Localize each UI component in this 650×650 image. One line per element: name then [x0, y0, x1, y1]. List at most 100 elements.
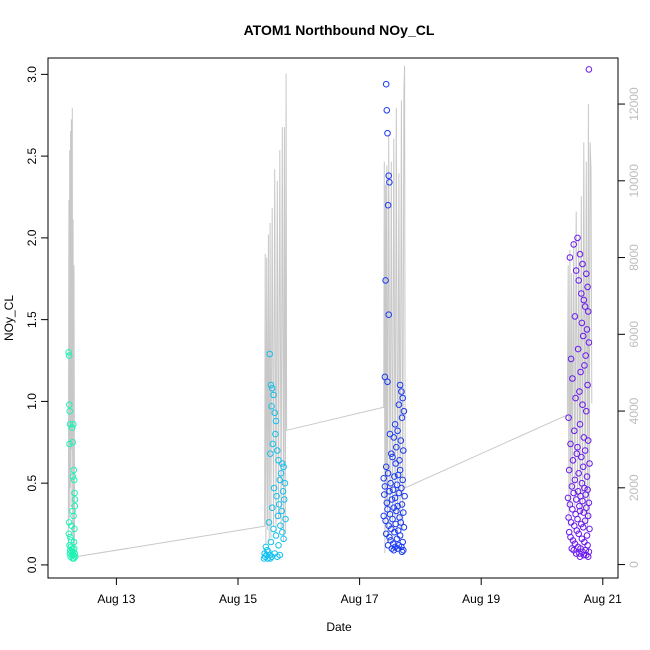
- data-point-flight4: [570, 489, 578, 497]
- y2-tick-label: 2000: [627, 474, 641, 501]
- data-point-flight1: [70, 512, 77, 520]
- data-point-flight3: [384, 201, 392, 209]
- data-point-flight4: [574, 345, 582, 353]
- data-point-flight3: [383, 107, 391, 114]
- data-point-flight4: [578, 319, 586, 327]
- data-point-flight4: [580, 509, 588, 516]
- data-point-flight4: [583, 473, 591, 480]
- data-point-flight4: [575, 277, 583, 284]
- data-point-flight4: [576, 507, 584, 515]
- y-tick-label: 1.0: [25, 393, 39, 410]
- data-point-flight1: [71, 496, 79, 503]
- data-point-flight4: [586, 525, 593, 533]
- x-tick-label: Aug 15: [219, 592, 257, 606]
- data-point-flight3: [397, 437, 405, 444]
- data-point-flight3: [396, 457, 403, 464]
- data-point-flight4: [583, 326, 591, 333]
- data-point-flight3: [398, 501, 406, 508]
- data-point-flight4: [584, 381, 591, 389]
- data-point-flight4: [584, 437, 592, 444]
- y-axis-label: NOy_CL: [2, 295, 16, 341]
- data-point-flight4: [576, 421, 584, 428]
- y2-tick-label: 0: [627, 561, 641, 568]
- data-point-flight3: [395, 401, 403, 409]
- data-point-flight4: [584, 283, 591, 291]
- data-point-flight4: [567, 355, 575, 363]
- y-tick-label: 0.5: [25, 474, 39, 491]
- data-point-flight2: [260, 555, 268, 562]
- y-tick-label: 2.5: [25, 147, 39, 164]
- data-point-flight4: [579, 463, 587, 471]
- data-point-flight3: [391, 528, 398, 536]
- data-point-flight2: [282, 515, 289, 523]
- data-point-flight3: [385, 311, 393, 319]
- y-tick-label: 3.0: [25, 66, 39, 83]
- data-point-flight1: [69, 473, 77, 480]
- data-point-flight1: [70, 466, 78, 474]
- data-point-flight2: [267, 381, 275, 389]
- data-point-flight2: [269, 440, 277, 448]
- data-point-flight2: [280, 535, 287, 543]
- data-point-flight4: [574, 234, 581, 242]
- data-point-flight2: [275, 542, 282, 549]
- data-point-flight3: [382, 530, 390, 538]
- data-point-flight3: [386, 430, 394, 438]
- y-tick-label: 1.5: [25, 311, 39, 328]
- data-point-flight2: [272, 430, 279, 438]
- data-point-flight4: [568, 545, 576, 552]
- data-point-flight4: [584, 512, 592, 520]
- data-point-flight4: [571, 313, 579, 320]
- data-point-flight3: [398, 414, 406, 422]
- data-point-flight3: [400, 509, 407, 516]
- data-point-flight3: [383, 499, 391, 507]
- data-point-flight3: [396, 381, 404, 389]
- data-point-flight1: [66, 407, 73, 415]
- data-point-flight4: [569, 506, 576, 513]
- data-point-flight4: [583, 407, 590, 415]
- data-point-flight3: [394, 545, 401, 552]
- data-point-flight3: [393, 481, 401, 489]
- data-point-flight3: [391, 473, 398, 480]
- data-point-flight3: [382, 277, 389, 284]
- data-point-flight2: [266, 350, 274, 358]
- data-point-flight1: [65, 530, 73, 538]
- data-point-flight3: [399, 394, 407, 402]
- data-point-flight2: [275, 501, 283, 508]
- data-point-flight2: [280, 463, 287, 471]
- data-point-flight1: [71, 525, 78, 533]
- data-point-flight2: [265, 519, 273, 526]
- data-point-flight4: [566, 254, 574, 261]
- data-point-flight3: [398, 548, 406, 556]
- data-point-flight1: [70, 476, 78, 484]
- data-point-flight3: [391, 494, 399, 502]
- x-tick-label: Aug 13: [97, 592, 135, 606]
- data-point-flight1: [70, 538, 78, 546]
- data-point-flight4: [580, 296, 588, 304]
- data-point-flight4: [581, 303, 589, 310]
- data-point-flight2: [274, 512, 282, 520]
- data-point-flight3: [388, 496, 396, 503]
- data-point-flight3: [401, 492, 408, 500]
- data-point-flight4: [576, 553, 584, 561]
- data-point-flight4: [580, 434, 588, 441]
- data-point-flight2: [270, 525, 277, 533]
- data-point-flight4: [576, 388, 583, 395]
- data-point-flight4: [579, 260, 586, 268]
- data-point-flight4: [576, 550, 583, 557]
- data-point-flight3: [381, 373, 389, 381]
- data-point-flight2: [276, 476, 284, 484]
- data-point-flight4: [578, 453, 585, 461]
- data-point-flight1: [67, 533, 74, 541]
- data-point-flight4: [580, 551, 588, 559]
- data-point-flight1: [71, 489, 78, 497]
- data-point-flight3: [390, 434, 398, 441]
- data-point-flight3: [384, 129, 391, 137]
- data-point-flight2: [272, 417, 280, 425]
- data-point-flight2: [271, 409, 279, 417]
- data-point-flight4: [571, 427, 578, 435]
- data-point-flight4: [570, 241, 578, 248]
- data-point-flight4: [585, 66, 593, 73]
- data-point-flight3: [393, 443, 400, 451]
- data-point-flight4: [578, 520, 585, 528]
- data-point-flight4: [581, 362, 588, 369]
